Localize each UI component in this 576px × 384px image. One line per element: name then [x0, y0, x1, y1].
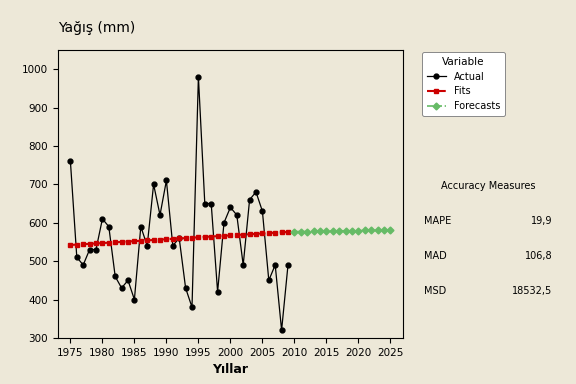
Text: MAPE: MAPE	[424, 216, 452, 226]
Text: Accuracy Measures: Accuracy Measures	[441, 180, 536, 190]
Text: MAD: MAD	[424, 251, 447, 261]
Text: 106,8: 106,8	[525, 251, 552, 261]
Text: Yağış (mm): Yağış (mm)	[58, 21, 135, 35]
Legend: Actual, Fits, Forecasts: Actual, Fits, Forecasts	[422, 52, 505, 116]
Text: 18532,5: 18532,5	[512, 286, 552, 296]
Text: 19,9: 19,9	[530, 216, 552, 226]
Text: MSD: MSD	[424, 286, 446, 296]
X-axis label: Yıllar: Yıllar	[213, 363, 248, 376]
